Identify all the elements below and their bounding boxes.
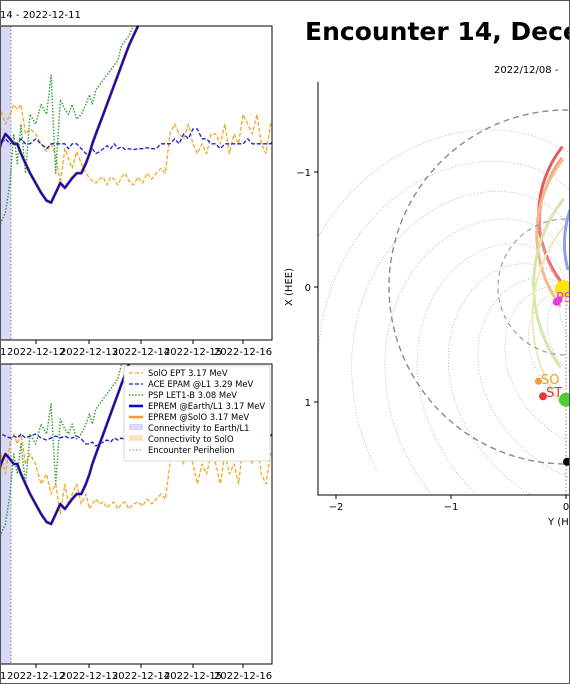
map-x-axis-label: Y (HE (547, 517, 570, 528)
orbit-map-title: Encounter 14, Decem (305, 17, 570, 46)
legend-label: EPREM @SolO 3.17 MeV (148, 412, 249, 422)
top-x-tick-label: 2022-12-13 (60, 347, 118, 358)
legend-label: Encounter Perihelion (148, 445, 235, 455)
body-marker-st (539, 392, 547, 400)
body-marker (554, 280, 570, 299)
legend-label: PSP LET1-B 3.08 MeV (148, 390, 237, 400)
green-arc (532, 198, 565, 369)
inner-orbit-circle (497, 218, 570, 356)
top-connectivity-earth-band (0, 26, 11, 340)
orbit-map-subtitle: 2022/12/08 - (494, 65, 559, 76)
body-marker-so (534, 377, 542, 385)
body-label-so: SO (541, 373, 559, 388)
map-y-tick-label: 0 (305, 283, 311, 294)
bottom-connectivity-earth-band (0, 364, 11, 664)
body-marker-ps (555, 296, 563, 304)
field-line (559, 291, 570, 341)
body-marker (559, 392, 570, 407)
field-line (477, 277, 570, 479)
field-line (318, 160, 570, 379)
top-left-panel: 14 - 2022-12-11 1 2022-12-12 2022-12-13 … (0, 10, 273, 358)
top-x-tick-label: 2022-12-16 (214, 347, 272, 358)
psp-series (0, 26, 135, 233)
ace-series (0, 128, 272, 155)
legend-swatch-connect-solo (129, 435, 143, 441)
bottom-left-x-ticks: 1 2022-12-12 2022-12-13 2022-12-14 2022-… (0, 664, 272, 682)
body-label-ps: PS (556, 291, 570, 306)
legend-label: EPREM @Earth/L1 3.17 MeV (148, 401, 265, 411)
legend-frame (123, 365, 271, 462)
orbit-map-axes (317, 82, 570, 496)
legend-label: SolO EPT 3.17 MeV (148, 368, 228, 378)
top-left-series (0, 26, 272, 233)
psp-series (0, 364, 123, 545)
psp-trajectory (563, 209, 570, 271)
map-x-tick-label: −2 (329, 502, 344, 513)
top-left-x-ticks: 1 2022-12-12 2022-12-13 2022-12-14 2022-… (0, 340, 272, 358)
eprem-solo-series (0, 26, 140, 205)
top-x-tick-label: 2022-12-14 (112, 347, 170, 358)
legend-label: Connectivity to SolO (148, 434, 234, 444)
bottom-x-tick-label: 1 (0, 671, 6, 682)
map-y-axis-label: X (HEE) (284, 268, 295, 306)
top-left-axes (0, 25, 273, 341)
legend: SolO EPT 3.17 MeV ACE EPAM @L1 3.29 MeV … (123, 365, 271, 462)
eprem-earth-series (0, 26, 140, 204)
map-x-tick-label: −1 (444, 502, 459, 513)
solo-series (0, 103, 272, 186)
bottom-x-tick-label: 2022-12-12 (7, 671, 65, 682)
body-marker (563, 457, 570, 466)
yellow-green-arc (531, 226, 565, 404)
orbit-map-panel: Encounter 14, Decem 2022/12/08 - −1 0 1 … (284, 17, 570, 528)
bottom-left-panel: 1 2022-12-12 2022-12-13 2022-12-14 2022-… (0, 363, 273, 682)
top-x-tick-label: 2022-12-12 (7, 347, 65, 358)
bottom-x-tick-label: 2022-12-16 (214, 671, 272, 682)
field-line (546, 290, 570, 374)
legend-label: ACE EPAM @L1 3.29 MeV (148, 379, 254, 389)
bottom-x-tick-label: 2022-12-14 (112, 671, 170, 682)
field-line (504, 285, 570, 444)
legend-label: Connectivity to Earth/L1 (148, 423, 250, 433)
map-x-tick-label: 0 (563, 502, 569, 513)
top-x-tick-label: 1 (0, 347, 6, 358)
map-y-tick-label: 1 (305, 398, 311, 409)
field-line (447, 263, 564, 495)
earth-orbit-circle (388, 109, 570, 465)
orbit-map-bodies (534, 280, 570, 466)
orange-arc (535, 158, 564, 307)
body-label-st: ST (546, 386, 562, 401)
top-x-tick-label: 2022-12-15 (164, 347, 222, 358)
eprem-earth-series (0, 364, 131, 526)
field-line (527, 288, 570, 408)
bottom-left-axes (0, 363, 273, 665)
legend-swatch-connect-earth (129, 424, 143, 430)
solo-series (0, 433, 272, 515)
orbit-map-field-lines (318, 82, 570, 495)
bottom-x-tick-label: 2022-12-13 (60, 671, 118, 682)
top-left-title: 14 - 2022-12-11 (0, 10, 81, 21)
orbit-map-content (318, 82, 570, 495)
map-y-tick-label: −1 (296, 168, 311, 179)
bottom-x-tick-label: 2022-12-15 (164, 671, 222, 682)
